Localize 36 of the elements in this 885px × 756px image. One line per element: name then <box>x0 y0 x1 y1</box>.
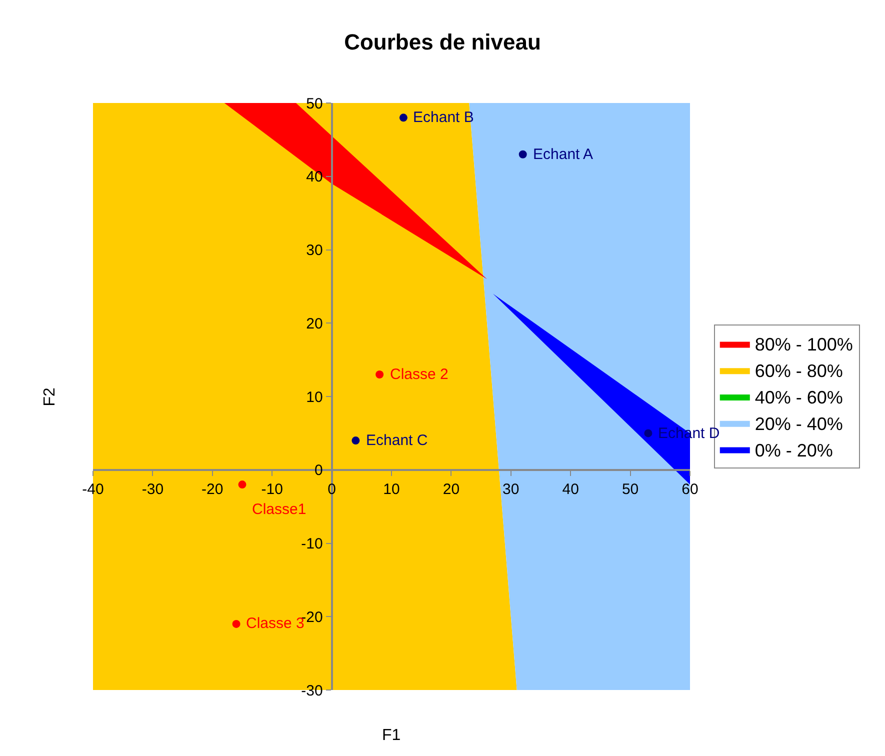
x-tick-label: -10 <box>261 480 283 498</box>
x-tick-label: 0 <box>328 480 336 498</box>
y-tick-label: 20 <box>306 315 323 332</box>
y-tick-label: 10 <box>306 388 323 406</box>
annotation: Echant C <box>366 432 428 449</box>
y-tick-label: 0 <box>314 462 323 480</box>
x-tick-label: 10 <box>383 480 400 498</box>
x-tick-label: 40 <box>562 480 579 498</box>
point <box>352 436 360 445</box>
point <box>238 480 246 489</box>
y-tick-label: 40 <box>306 168 323 186</box>
legend-label: 60% - 80% <box>754 361 843 382</box>
x-tick-label: 50 <box>622 480 639 498</box>
point <box>518 150 527 158</box>
annotation: Classe 2 <box>390 366 448 383</box>
annotation: Classe1 <box>252 501 306 518</box>
x-tick-label: 20 <box>442 480 460 498</box>
legend-label: 0% - 20% <box>754 440 833 460</box>
point <box>644 429 652 438</box>
x-tick-label: -30 <box>142 480 164 498</box>
legend-label: 80% - 100% <box>754 334 853 355</box>
y-tick-label: -10 <box>301 536 323 552</box>
y-tick-label: 30 <box>306 242 323 259</box>
chart-title: Courbes de niveau <box>344 29 541 54</box>
x-axis-title: F1 <box>382 727 401 744</box>
y-axis-title: F2 <box>41 387 58 406</box>
x-tick-label: 60 <box>682 480 698 498</box>
legend-label: 40% - 60% <box>754 388 843 408</box>
point <box>399 114 408 122</box>
legend-label: 20% - 40% <box>754 414 843 434</box>
x-tick-label: -20 <box>202 480 224 498</box>
x-tick-label: -40 <box>82 480 104 498</box>
x-tick-label: 30 <box>502 480 520 498</box>
point <box>232 620 240 628</box>
annotation: Echant A <box>533 146 594 163</box>
point <box>376 370 384 378</box>
